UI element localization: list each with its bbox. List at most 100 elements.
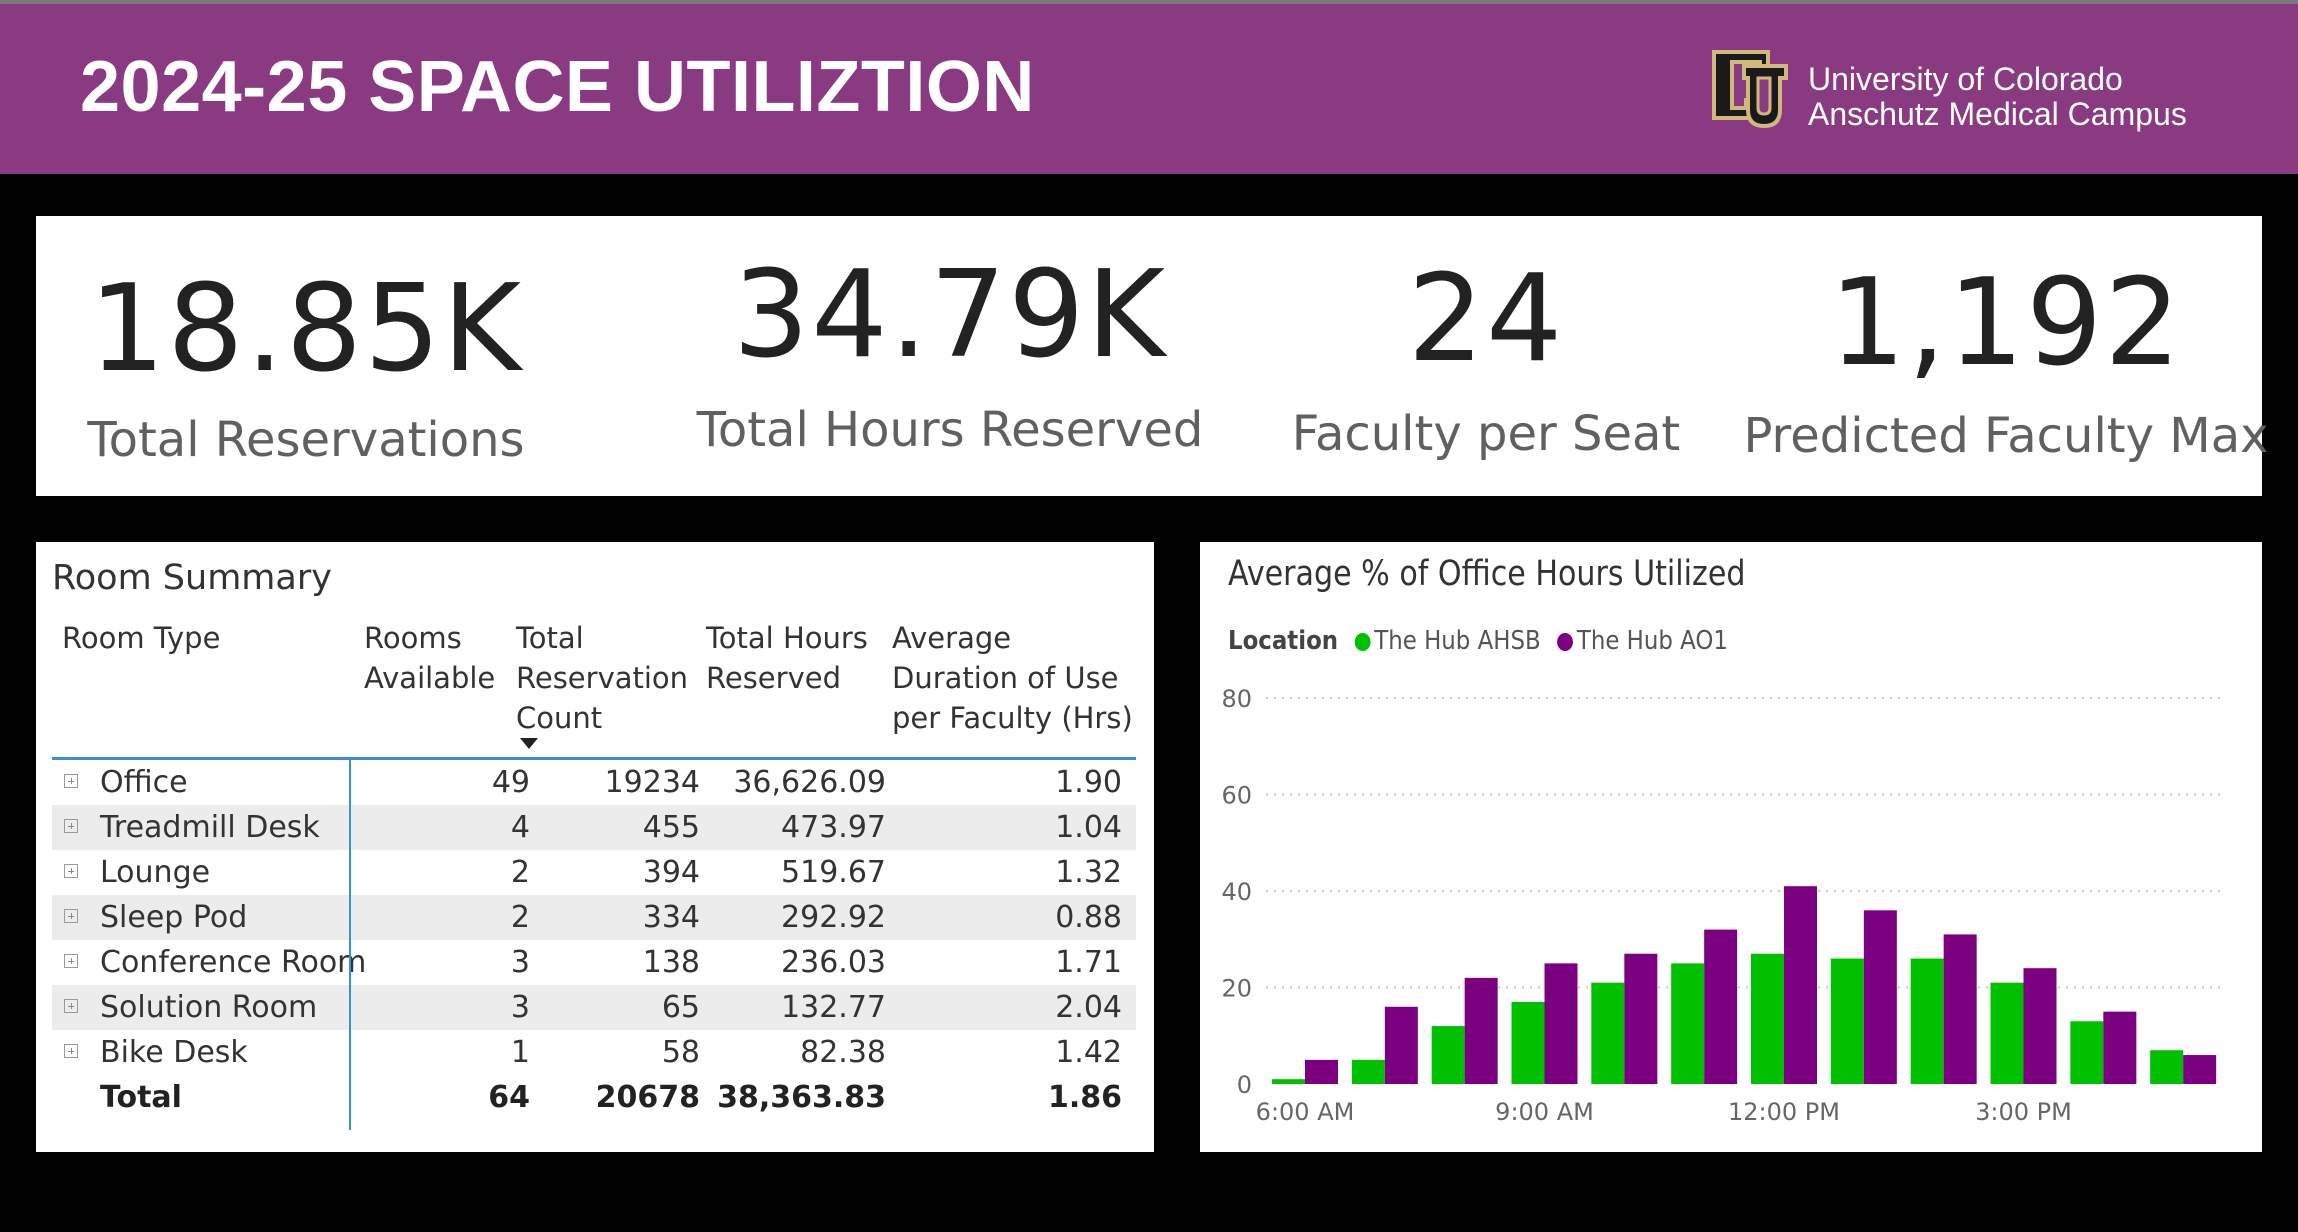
cell-avg: 1.90 [1055, 765, 1122, 800]
bar-ahsb[interactable] [1830, 958, 1864, 1084]
legend-item-ahsb[interactable]: The Hub AHSB [1354, 626, 1541, 656]
col-header-reservation-count[interactable]: Total Reservation Count [516, 618, 688, 738]
cell-hours: 473.97 [781, 810, 886, 845]
y-tick-label: 20 [1221, 975, 1252, 1003]
col-header-line: Count [516, 701, 603, 735]
kpi-card-total-hours[interactable]: 34.79K Total Hours Reserved [660, 216, 1240, 496]
bar-ao1[interactable] [1863, 910, 1897, 1084]
cell-count: 394 [642, 855, 700, 890]
table-row[interactable]: Conference Room 3 138 236.03 1.71 [52, 940, 1136, 985]
bar-ahsb[interactable] [1351, 1059, 1385, 1084]
cell-avg: 1.42 [1055, 1035, 1122, 1070]
cell-room-type: Treadmill Desk [100, 810, 320, 845]
table-row[interactable]: Lounge 2 394 519.67 1.32 [52, 850, 1136, 895]
bar-ao1[interactable] [1943, 934, 1977, 1084]
table-row[interactable]: Treadmill Desk 4 455 473.97 1.04 [52, 805, 1136, 850]
bar-ahsb[interactable] [1751, 953, 1784, 1084]
cell-rooms: 2 [510, 855, 530, 890]
kpi-label: Total Hours Reserved [696, 402, 1204, 458]
expand-icon[interactable] [64, 909, 78, 923]
cell-avg: 2.04 [1055, 990, 1122, 1025]
bar-ao1[interactable] [1544, 963, 1578, 1084]
expand-icon[interactable] [64, 864, 78, 878]
cell-hours: 132.77 [781, 990, 886, 1025]
table-row[interactable]: Solution Room 3 65 132.77 2.04 [52, 985, 1136, 1030]
cell-hours: 519.67 [781, 855, 886, 890]
cell-rooms: 1 [510, 1035, 530, 1070]
expand-icon[interactable] [64, 954, 78, 968]
table-row[interactable]: Bike Desk 1 58 82.38 1.42 [52, 1030, 1136, 1075]
y-tick-label: 0 [1237, 1071, 1252, 1099]
table-total-row: Total 64 20678 38,363.83 1.86 [52, 1075, 1136, 1120]
cell-room-type: Conference Room [100, 945, 367, 980]
bar-ao1[interactable] [2023, 968, 2057, 1084]
bar-ahsb[interactable] [1990, 982, 2024, 1084]
bar-ahsb[interactable] [2150, 1050, 2184, 1084]
sort-descending-icon[interactable] [520, 738, 538, 749]
col-header-line: per Faculty (Hrs) [892, 701, 1133, 735]
col-header-line: Reserved [706, 661, 841, 695]
bar-ahsb[interactable] [1431, 1026, 1465, 1084]
cell-hours: 36,626.09 [733, 765, 886, 800]
bar-ao1[interactable] [1704, 929, 1738, 1084]
kpi-label: Predicted Faculty Max [1743, 408, 2269, 464]
y-tick-label: 80 [1221, 685, 1252, 713]
col-header-line: Available [364, 661, 496, 695]
cell-count: 455 [642, 810, 700, 845]
col-header-room-type[interactable]: Room Type [62, 621, 221, 655]
legend-item-ao1[interactable]: The Hub AO1 [1557, 626, 1728, 656]
chart-legend: Location The Hub AHSB The Hub AO1 [1228, 626, 1728, 656]
cell-count: 19234 [604, 765, 700, 800]
bar-ahsb[interactable] [1671, 963, 1705, 1084]
col-header-rooms-available[interactable]: Rooms Available [364, 618, 495, 698]
table-row[interactable]: Office 49 19234 36,626.09 1.90 [52, 760, 1136, 805]
kpi-value: 1,192 [1829, 254, 2183, 393]
cell-rooms: 3 [510, 945, 530, 980]
y-tick-label: 40 [1221, 878, 1252, 906]
legend-label: The Hub AO1 [1576, 626, 1728, 656]
cell-avg: 1.04 [1055, 810, 1122, 845]
cell-room-type: Lounge [100, 855, 211, 890]
y-tick-label: 60 [1221, 782, 1252, 810]
bar-ao1[interactable] [2183, 1055, 2217, 1084]
bar-ahsb[interactable] [1591, 982, 1625, 1084]
cell-hours: 236.03 [781, 945, 886, 980]
cell-rooms: 49 [491, 765, 530, 800]
kpi-value: 18.85K [88, 260, 524, 399]
bar-ao1[interactable] [2103, 1011, 2137, 1084]
cell-room-type: Bike Desk [100, 1035, 248, 1070]
bar-ahsb[interactable] [1511, 1001, 1545, 1084]
page-title: 2024-25 SPACE UTILIZTION [80, 47, 1035, 127]
table-row[interactable]: Sleep Pod 2 334 292.92 0.88 [52, 895, 1136, 940]
bar-ahsb[interactable] [2070, 1021, 2104, 1084]
bar-ao1[interactable] [1624, 953, 1658, 1084]
cell-count: 138 [642, 945, 700, 980]
kpi-band: 18.85K Total Reservations 34.79K Total H… [36, 216, 2269, 496]
legend-title: Location [1228, 626, 1339, 656]
col-header-line: Duration of Use [892, 661, 1119, 695]
bar-ahsb[interactable] [1910, 958, 1944, 1084]
utilization-chart-panel: Average % of Office Hours Utilized Locat… [1200, 542, 2262, 1152]
expand-icon[interactable] [64, 999, 78, 1013]
bar-ao1[interactable] [1784, 886, 1817, 1084]
col-header-hours-reserved[interactable]: Total Hours Reserved [706, 618, 868, 698]
kpi-card-predicted-faculty-max[interactable]: 1,192 Predicted Faculty Max [1726, 216, 2286, 496]
cell-total-hours: 38,363.83 [717, 1080, 886, 1115]
col-header-line: Total [516, 621, 584, 655]
expand-icon[interactable] [64, 1044, 78, 1058]
cell-room-type: Office [100, 765, 188, 800]
bar-ahsb[interactable] [1272, 1079, 1305, 1084]
bar-ao1[interactable] [1464, 977, 1498, 1084]
column-divider [349, 760, 351, 1130]
bar-ao1[interactable] [1384, 1006, 1418, 1084]
col-header-avg-duration[interactable]: Average Duration of Use per Faculty (Hrs… [892, 618, 1133, 738]
expand-icon[interactable] [64, 819, 78, 833]
expand-icon[interactable] [64, 774, 78, 788]
kpi-card-faculty-per-seat[interactable]: 24 Faculty per Seat [1236, 216, 1736, 496]
x-tick-label: 9:00 AM [1495, 1098, 1594, 1126]
room-summary-title: Room Summary [52, 558, 332, 598]
kpi-value: 34.79K [732, 246, 1168, 385]
bar-ao1[interactable] [1305, 1059, 1338, 1084]
kpi-card-total-reservations[interactable]: 18.85K Total Reservations [66, 216, 546, 496]
